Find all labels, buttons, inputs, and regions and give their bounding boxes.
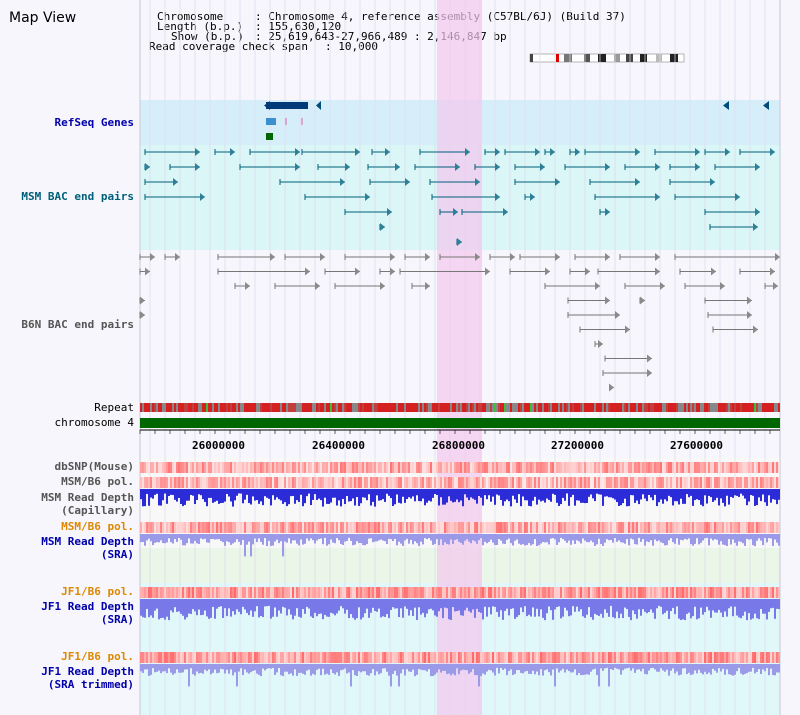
label-refseq-genes[interactable]: RefSeq Genes (54, 116, 134, 129)
show-label: Show (b.p.) (171, 30, 244, 43)
label-jf1-b6-pol-2[interactable]: JF1/B6 pol. (61, 650, 134, 663)
label-jf1-depth-trimmed[interactable]: JF1 Read Depth (41, 665, 134, 678)
axis-tick-label: 26400000 (312, 439, 365, 452)
length-label: Length (b.p.) (157, 20, 244, 33)
page-title: Map View (9, 10, 77, 26)
label-msm-bac[interactable]: MSM BAC end pairs (21, 190, 134, 203)
label-repeat[interactable]: Repeat (94, 401, 134, 414)
label-jf1-depth-trimmed-sub: (SRA trimmed) (47, 678, 134, 691)
label-jf1-depth-sra[interactable]: JF1 Read Depth (41, 600, 134, 613)
axis-tick-label: 26000000 (192, 439, 245, 452)
chromosome-label: Chromosome (157, 10, 224, 23)
axis-tick-label: 26800000 (432, 439, 485, 452)
axis-tick-label: 27200000 (551, 439, 604, 452)
label-jf1-depth-sra-sub: (SRA) (100, 613, 134, 626)
label-jf1-b6-pol-1[interactable]: JF1/B6 pol. (61, 585, 134, 598)
label-chromosome[interactable]: chromosome 4 (54, 416, 134, 429)
axis-tick-label: 27600000 (670, 439, 723, 452)
coverage-value: : 10,000 (325, 40, 378, 53)
label-msm-depth-capillary[interactable]: MSM Read Depth (41, 491, 134, 504)
chromosome-ideogram[interactable] (528, 52, 688, 64)
label-msm-depth-sra-sub: (SRA) (100, 548, 134, 561)
label-b6n-bac[interactable]: B6N BAC end pairs (21, 318, 134, 331)
label-msm-b6-pol-1[interactable]: MSM/B6 pol. (61, 475, 134, 488)
label-msm-b6-pol-2[interactable]: MSM/B6 pol. (61, 520, 134, 533)
label-msm-depth-sra[interactable]: MSM Read Depth (41, 535, 134, 548)
label-msm-depth-capillary-sub: (Capillary) (61, 504, 134, 517)
label-dbsnp[interactable]: dbSNP(Mouse) (54, 460, 134, 473)
coverage-label: Read coverage check span (149, 40, 308, 53)
length-value: : 155,630,120 (255, 20, 342, 33)
